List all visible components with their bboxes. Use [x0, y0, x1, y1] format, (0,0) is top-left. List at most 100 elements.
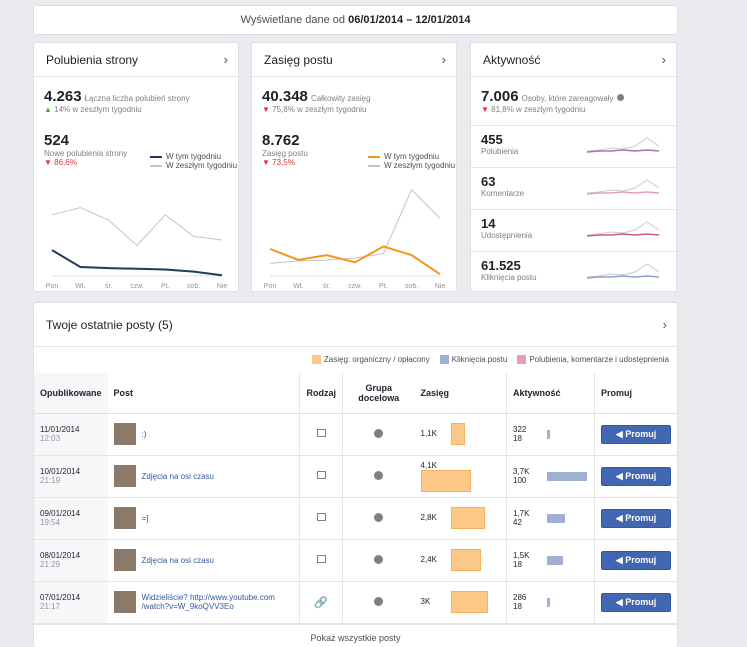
col-reach[interactable]: Zasięg: [414, 373, 507, 414]
likes-total: 4.263: [44, 88, 82, 105]
post-thumbnail[interactable]: [113, 591, 136, 613]
x-tick-label: śr.: [105, 283, 112, 290]
likes-new-change: ▼ 86,6%: [44, 158, 77, 167]
post-engagement-clicks: 322: [513, 425, 527, 434]
chevron-right-icon[interactable]: ›: [441, 52, 446, 67]
reach-new-change: ▼ 73,5%: [262, 158, 295, 167]
date-range-value: 06/01/2014 – 12/01/2014: [348, 14, 471, 26]
likes-panel-header[interactable]: Polubienia strony ›: [34, 43, 238, 77]
promote-button[interactable]: ◀ Promuj: [601, 508, 671, 528]
activity-label: Kliknięcia postu: [481, 273, 537, 282]
promote-button[interactable]: ◀ Promuj: [601, 592, 671, 612]
legend-swatch: [439, 355, 449, 365]
activity-row: 61.525 Kliknięcia postu: [471, 251, 676, 293]
x-tick-label: Pt.: [379, 283, 388, 290]
x-tick-label: Pon: [46, 283, 59, 290]
legend-swatch: [150, 164, 162, 167]
post-thumbnail[interactable]: [113, 465, 136, 487]
post-thumbnail[interactable]: [113, 549, 136, 571]
col-published[interactable]: Opublikowane: [34, 373, 108, 414]
post-text-link[interactable]: Zdjęcia na osi czasu: [141, 555, 214, 565]
recent-posts-header[interactable]: Twoje ostatnie posty (5) ›: [34, 303, 677, 347]
table-row[interactable]: 07/01/2014 21:17 Widzieliście? http://www.…: [34, 581, 677, 624]
reach-panel-title: Zasięg postu: [264, 53, 333, 67]
reach-bar: [450, 549, 481, 571]
post-reach: 4,1K: [420, 460, 437, 470]
table-row[interactable]: 10/01/2014 21:19 Zdjęcia na osi czasu 4,1K 3…: [34, 455, 677, 498]
post-time: 21:29: [40, 560, 61, 569]
x-tick-label: Pt.: [161, 283, 170, 290]
promote-button[interactable]: ◀ Promuj: [601, 550, 671, 570]
promote-button[interactable]: ◀ Promuj: [601, 466, 671, 486]
post-text-link[interactable]: :): [141, 429, 147, 439]
sparkline-series: [587, 179, 659, 194]
table-row[interactable]: 09/01/2014 19:54 =] 2,8K 1,7K 42 ◀ Promuj: [34, 497, 677, 540]
chevron-right-icon[interactable]: ›: [661, 52, 666, 67]
post-reach: 3K: [420, 597, 431, 607]
activity-panel-header[interactable]: Aktywność ›: [471, 43, 676, 77]
series-last-week: [51, 207, 223, 247]
photo-icon: [316, 555, 326, 563]
posts-table: Opublikowane Post Rodzaj Grupa docelowa …: [34, 373, 677, 624]
activity-value: 455: [481, 132, 503, 147]
activity-value: 61.525: [481, 258, 521, 273]
likes-panel-title: Polubienia strony: [46, 53, 139, 67]
x-tick-label: sob.: [187, 283, 200, 290]
globe-icon: [374, 596, 384, 606]
x-tick-label: Nie: [217, 283, 228, 290]
reach-line-chart: Pon Wt. śr. czw. Pt. sob. Nie: [264, 188, 445, 290]
col-type: Rodzaj: [299, 373, 343, 414]
activity-sparkline: [587, 221, 659, 237]
table-row[interactable]: 08/01/2014 21:29 Zdjęcia na osi czasu 2,4K 1…: [34, 539, 677, 582]
chevron-right-icon[interactable]: ›: [662, 317, 667, 332]
likes-line-chart: Pon Wt. śr. czw. Pt. sob. Nie: [46, 207, 228, 290]
post-text-link[interactable]: =]: [141, 513, 149, 523]
legend-swatch: [368, 164, 380, 167]
show-all-posts-link[interactable]: Pokaż wszystkie posty: [34, 623, 677, 647]
info-icon[interactable]: [616, 94, 624, 101]
series-last-week: [269, 188, 441, 264]
reach-panel-header[interactable]: Zasięg postu ›: [252, 43, 456, 77]
series-this-week: [269, 245, 441, 276]
post-time: 21:17: [40, 602, 61, 611]
globe-icon: [374, 512, 384, 522]
chevron-right-icon[interactable]: ›: [223, 52, 228, 67]
post-text-link[interactable]: Widzieliście? http://www.youtube.com /wa…: [141, 593, 275, 611]
megaphone-icon: ◀: [615, 470, 626, 481]
col-engagement[interactable]: Aktywność: [506, 373, 595, 414]
post-thumbnail[interactable]: [113, 507, 136, 529]
series-this-week: [51, 249, 223, 277]
megaphone-icon: ◀: [615, 428, 626, 439]
legend-item: Kliknięcia postu: [439, 355, 507, 365]
post-date: 11/01/2014: [40, 425, 80, 434]
likes-total-label: Łączna liczba polubień strony: [84, 94, 190, 103]
photo-icon: [316, 429, 326, 437]
post-reach: 2,4K: [420, 555, 437, 565]
post-text-link[interactable]: Zdjęcia na osi czasu: [141, 471, 214, 481]
legend-last-week: W zeszłym tygodniu: [150, 161, 237, 170]
activity-value: 14: [481, 216, 496, 231]
photo-icon: [316, 471, 326, 479]
activity-value: 63: [481, 174, 496, 189]
legend-swatch: [517, 355, 527, 365]
activity-label: Komentarze: [481, 189, 525, 198]
reach-panel: Zasięg postu › 40.348 Całkowity zasięg ▼…: [251, 42, 457, 292]
promote-button[interactable]: ◀ Promuj: [601, 424, 671, 444]
reach-total-change: ▼ 75,8% w zeszłym tygodniu: [262, 105, 367, 114]
col-promote: Promuj: [594, 373, 677, 414]
activity-panel-title: Aktywność: [483, 53, 541, 67]
activity-row: 63 Komentarze: [471, 167, 676, 209]
reach-bar: [420, 469, 471, 492]
engagement-bar: [547, 597, 550, 607]
reach-new-label: Zasięg postu: [262, 149, 308, 158]
link-icon: 🔗: [314, 596, 329, 609]
post-thumbnail[interactable]: [113, 423, 136, 445]
x-tick-label: Wt.: [75, 283, 86, 290]
post-time: 12:03: [40, 434, 61, 443]
table-row[interactable]: 11/01/2014 12:03:) 1,1K 322 18 ◀ Promuj: [34, 413, 677, 456]
engagement-bar: [547, 513, 565, 523]
sparkline-series: [587, 275, 659, 279]
post-engagement-reactions: 100: [513, 476, 527, 485]
globe-icon: [374, 470, 384, 480]
post-engagement-clicks: 1,7K: [513, 509, 530, 518]
